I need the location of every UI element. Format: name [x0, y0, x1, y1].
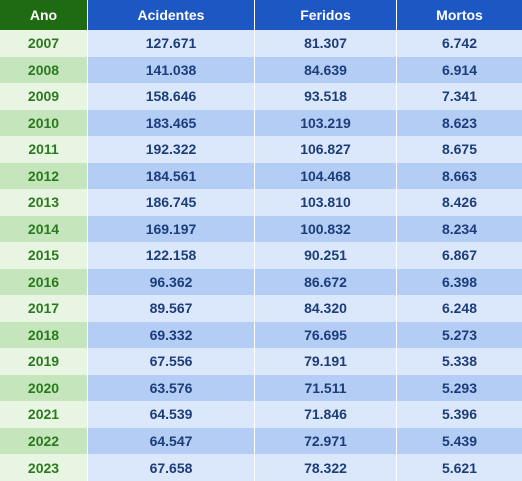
cell-ano: 2023 [0, 454, 88, 481]
header-mortos: Mortos [397, 0, 522, 30]
cell-acidentes: 122.158 [88, 242, 255, 269]
cell-feridos: 79.191 [255, 348, 397, 375]
cell-feridos: 76.695 [255, 321, 397, 349]
cell-feridos: 103.810 [255, 189, 397, 216]
cell-ano: 2011 [0, 136, 88, 163]
cell-mortos: 8.675 [397, 136, 522, 163]
cell-acidentes: 158.646 [88, 83, 255, 110]
cell-acidentes: 127.671 [88, 30, 255, 57]
cell-feridos: 84.320 [255, 295, 397, 322]
cell-feridos: 86.672 [255, 268, 397, 296]
cell-ano: 2010 [0, 109, 88, 137]
cell-acidentes: 186.745 [88, 189, 255, 216]
cell-feridos: 103.219 [255, 109, 397, 137]
cell-feridos: 71.511 [255, 374, 397, 402]
cell-acidentes: 69.332 [88, 321, 255, 349]
cell-mortos: 8.663 [397, 162, 522, 190]
cell-feridos: 71.846 [255, 401, 397, 428]
cell-mortos: 6.914 [397, 56, 522, 84]
cell-acidentes: 67.556 [88, 348, 255, 375]
cell-mortos: 8.426 [397, 189, 522, 216]
cell-acidentes: 184.561 [88, 162, 255, 190]
cell-ano: 2019 [0, 348, 88, 375]
cell-ano: 2018 [0, 321, 88, 349]
cell-ano: 2014 [0, 215, 88, 243]
cell-feridos: 78.322 [255, 454, 397, 481]
cell-ano: 2009 [0, 83, 88, 110]
header-acidentes: Acidentes [88, 0, 255, 30]
cell-acidentes: 192.322 [88, 136, 255, 163]
cell-acidentes: 64.539 [88, 401, 255, 428]
cell-mortos: 5.273 [397, 321, 522, 349]
cell-mortos: 6.398 [397, 268, 522, 296]
cell-acidentes: 64.547 [88, 427, 255, 455]
cell-mortos: 6.742 [397, 30, 522, 57]
header-ano: Ano [0, 0, 88, 30]
cell-ano: 2007 [0, 30, 88, 57]
cell-feridos: 72.971 [255, 427, 397, 455]
cell-acidentes: 141.038 [88, 56, 255, 84]
cell-acidentes: 96.362 [88, 268, 255, 296]
header-feridos: Feridos [255, 0, 397, 30]
cell-acidentes: 67.658 [88, 454, 255, 481]
cell-ano: 2012 [0, 162, 88, 190]
cell-ano: 2013 [0, 189, 88, 216]
cell-ano: 2015 [0, 242, 88, 269]
cell-acidentes: 89.567 [88, 295, 255, 322]
cell-ano: 2021 [0, 401, 88, 428]
cell-acidentes: 63.576 [88, 374, 255, 402]
cell-feridos: 81.307 [255, 30, 397, 57]
cell-ano: 2016 [0, 268, 88, 296]
cell-feridos: 100.832 [255, 215, 397, 243]
cell-feridos: 93.518 [255, 83, 397, 110]
cell-ano: 2008 [0, 56, 88, 84]
cell-mortos: 5.338 [397, 348, 522, 375]
cell-mortos: 6.248 [397, 295, 522, 322]
cell-mortos: 7.341 [397, 83, 522, 110]
cell-feridos: 104.468 [255, 162, 397, 190]
cell-acidentes: 169.197 [88, 215, 255, 243]
cell-mortos: 6.867 [397, 242, 522, 269]
cell-mortos: 8.234 [397, 215, 522, 243]
cell-feridos: 106.827 [255, 136, 397, 163]
cell-ano: 2020 [0, 374, 88, 402]
cell-acidentes: 183.465 [88, 109, 255, 137]
cell-mortos: 5.293 [397, 374, 522, 402]
cell-feridos: 90.251 [255, 242, 397, 269]
cell-mortos: 5.621 [397, 454, 522, 481]
cell-feridos: 84.639 [255, 56, 397, 84]
cell-mortos: 5.396 [397, 401, 522, 428]
cell-ano: 2022 [0, 427, 88, 455]
cell-mortos: 5.439 [397, 427, 522, 455]
cell-mortos: 8.623 [397, 109, 522, 137]
cell-ano: 2017 [0, 295, 88, 322]
